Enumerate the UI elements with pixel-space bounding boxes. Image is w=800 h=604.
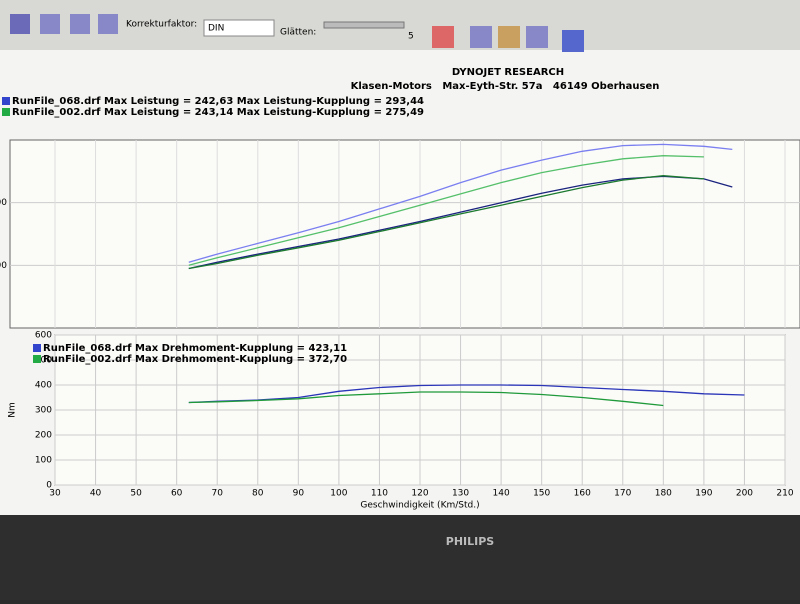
y-tick-label: 400 (35, 381, 52, 391)
series-line (188, 391, 664, 407)
legend-entry: RunFile_068.drf Max Drehmoment-Kupplung … (43, 343, 347, 354)
y-tick-label: 100 (35, 456, 52, 466)
tool-icon[interactable] (470, 26, 492, 48)
tool-icon[interactable] (40, 14, 60, 34)
x-tick-label: 50 (130, 489, 142, 499)
y-tick-label: 600 (35, 331, 52, 341)
x-tick-label: 130 (452, 489, 469, 499)
x-tick-label: 170 (614, 489, 631, 499)
x-tick-label: 150 (533, 489, 550, 499)
x-tick-label: 180 (655, 489, 672, 499)
slider-value: 5 (408, 32, 414, 42)
x-tick-label: 100 (330, 489, 347, 499)
slider[interactable] (323, 21, 405, 29)
legend-swatch (2, 97, 10, 105)
tool-icon[interactable] (498, 26, 520, 48)
plot-area (9, 139, 800, 329)
monitor-bezel (0, 515, 800, 600)
y-axis-label: Nm (8, 402, 18, 418)
y-tick-label: 300 (35, 406, 52, 416)
x-tick-label: 190 (695, 489, 712, 499)
series-line (188, 384, 745, 404)
dropdown-value[interactable]: DIN (208, 24, 224, 34)
x-tick-label: 210 (776, 489, 793, 499)
x-tick-label: 200 (736, 489, 753, 499)
x-tick-label: 60 (171, 489, 183, 499)
x-tick-label: 140 (493, 489, 510, 499)
x-tick-label: 80 (252, 489, 264, 499)
legend-swatch (33, 355, 41, 363)
tool-icon[interactable] (526, 26, 548, 48)
x-axis-label: Geschwindigkeit (Km/Std.) (360, 501, 479, 511)
legend-entry: RunFile_002.drf Max Drehmoment-Kupplung … (43, 354, 347, 365)
x-tick-label: 110 (371, 489, 388, 499)
legend-entry: RunFile_002.drf Max Leistung = 243,14 Ma… (12, 107, 424, 118)
x-tick-label: 160 (574, 489, 591, 499)
y-tick-label: 200 (0, 198, 7, 208)
dropdown[interactable] (203, 19, 275, 37)
x-tick-label: 90 (293, 489, 305, 499)
x-tick-label: 120 (411, 489, 428, 499)
tool-icon[interactable] (10, 14, 30, 34)
company: DYNOJET RESEARCH (452, 67, 564, 78)
x-tick-label: 30 (49, 489, 61, 499)
tool-icon[interactable] (432, 26, 454, 48)
tool-icon[interactable] (562, 30, 584, 52)
y-tick-label: 500 (35, 356, 52, 366)
y-tick-label: 100 (0, 261, 7, 271)
x-tick-label: 40 (90, 489, 102, 499)
tool-icon[interactable] (98, 14, 118, 34)
x-tick-label: 70 (211, 489, 223, 499)
y-tick-label: 200 (35, 431, 52, 441)
legend-swatch (33, 344, 41, 352)
address: Klasen-Motors Max-Eyth-Str. 57a 46149 Ob… (351, 81, 660, 92)
series-line (188, 143, 733, 263)
label: Korrekturfaktor: (126, 20, 197, 30)
tool-icon[interactable] (70, 14, 90, 34)
legend-entry: RunFile_068.drf Max Leistung = 242,63 Ma… (12, 96, 424, 107)
label: Glätten: (280, 28, 316, 38)
legend-swatch (2, 108, 10, 116)
y-tick-label: 0 (46, 481, 52, 491)
brand: PHILIPS (446, 535, 495, 548)
series-line (188, 155, 704, 266)
series-line (188, 175, 704, 270)
